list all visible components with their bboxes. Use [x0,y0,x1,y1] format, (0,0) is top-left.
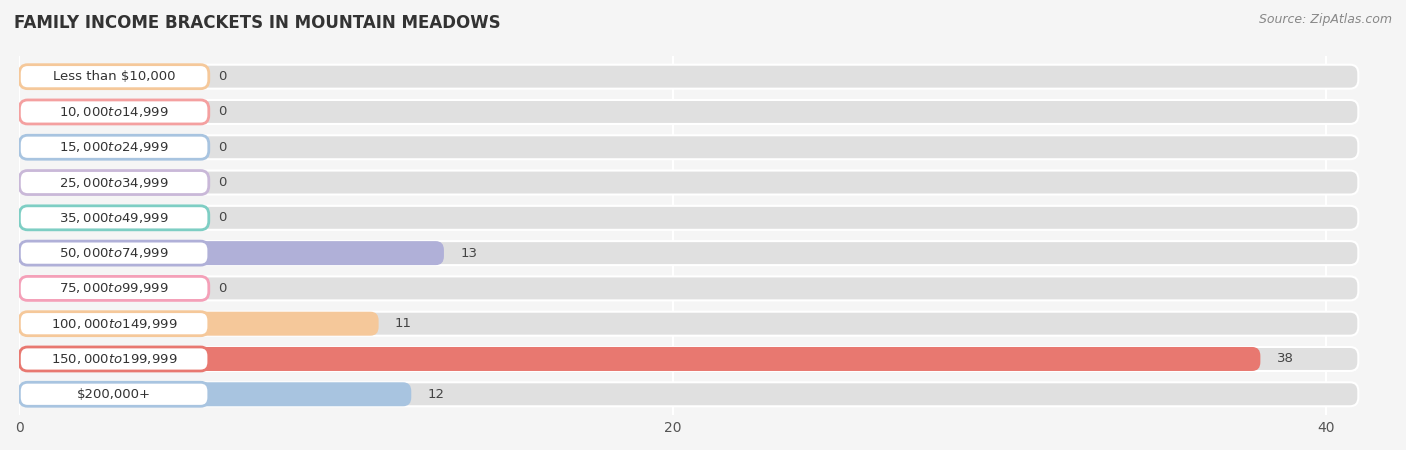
FancyBboxPatch shape [20,382,1358,406]
Text: 0: 0 [218,105,226,118]
FancyBboxPatch shape [20,171,208,194]
FancyBboxPatch shape [20,312,208,336]
Text: 38: 38 [1277,352,1294,365]
FancyBboxPatch shape [20,65,1358,89]
FancyBboxPatch shape [20,135,208,159]
FancyBboxPatch shape [20,382,412,406]
Text: $50,000 to $74,999: $50,000 to $74,999 [59,246,169,260]
Text: 13: 13 [460,247,477,260]
FancyBboxPatch shape [20,206,208,230]
FancyBboxPatch shape [20,241,444,265]
FancyBboxPatch shape [20,241,1358,265]
FancyBboxPatch shape [20,65,208,89]
FancyBboxPatch shape [20,347,208,371]
FancyBboxPatch shape [20,206,1358,230]
Text: Less than $10,000: Less than $10,000 [53,70,176,83]
FancyBboxPatch shape [20,100,208,124]
FancyBboxPatch shape [20,382,208,406]
Text: 0: 0 [218,282,226,295]
Text: FAMILY INCOME BRACKETS IN MOUNTAIN MEADOWS: FAMILY INCOME BRACKETS IN MOUNTAIN MEADO… [14,14,501,32]
FancyBboxPatch shape [20,347,1260,371]
FancyBboxPatch shape [20,276,1358,301]
FancyBboxPatch shape [20,135,1358,159]
Text: Source: ZipAtlas.com: Source: ZipAtlas.com [1258,14,1392,27]
Text: 0: 0 [218,176,226,189]
Text: $15,000 to $24,999: $15,000 to $24,999 [59,140,169,154]
Text: $200,000+: $200,000+ [77,388,150,401]
Text: 0: 0 [218,70,226,83]
Text: $75,000 to $99,999: $75,000 to $99,999 [59,281,169,295]
FancyBboxPatch shape [20,276,208,301]
Text: $150,000 to $199,999: $150,000 to $199,999 [51,352,177,366]
Text: $35,000 to $49,999: $35,000 to $49,999 [59,211,169,225]
FancyBboxPatch shape [20,241,208,265]
Text: $10,000 to $14,999: $10,000 to $14,999 [59,105,169,119]
FancyBboxPatch shape [20,171,1358,194]
Text: 11: 11 [395,317,412,330]
Text: $100,000 to $149,999: $100,000 to $149,999 [51,317,177,331]
FancyBboxPatch shape [20,312,1358,336]
FancyBboxPatch shape [20,100,1358,124]
FancyBboxPatch shape [20,312,378,336]
Text: 0: 0 [218,212,226,225]
Text: 12: 12 [427,388,444,401]
Text: $25,000 to $34,999: $25,000 to $34,999 [59,176,169,189]
FancyBboxPatch shape [20,347,1358,371]
Text: 0: 0 [218,141,226,154]
